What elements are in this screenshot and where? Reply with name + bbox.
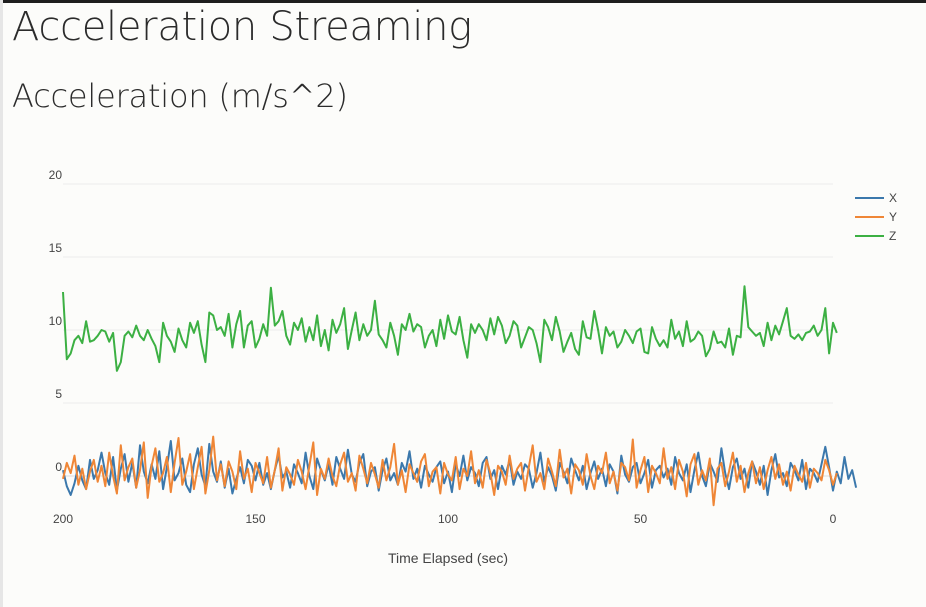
legend-item-x[interactable]: X [855, 191, 897, 205]
x-tick-label: 50 [634, 512, 648, 526]
series-line-z [62, 285, 838, 372]
y-tick-label: 10 [49, 314, 63, 328]
x-tick-label: 200 [53, 512, 73, 526]
y-tick-label: 0 [55, 460, 62, 474]
legend-label: Z [889, 229, 896, 243]
legend-label: Y [889, 210, 897, 224]
x-tick-label: 0 [830, 512, 837, 526]
legend-item-y[interactable]: Y [855, 210, 897, 224]
top-border [0, 0, 926, 3]
legend-label: X [889, 191, 897, 205]
y-tick-label: 15 [49, 241, 63, 255]
page-title: Acceleration Streaming [12, 4, 472, 50]
x-axis-title: Time Elapsed (sec) [388, 550, 508, 566]
series-lines [62, 285, 858, 507]
y-tick-label: 5 [55, 387, 62, 401]
y-tick-label: 20 [49, 168, 63, 182]
legend-item-z[interactable]: Z [855, 229, 896, 243]
x-tick-label: 150 [245, 512, 265, 526]
axis-ticks: 0 5 10 15 20 200 150 100 50 0 [49, 168, 837, 526]
left-border [0, 0, 3, 607]
series-line-y [62, 435, 838, 507]
chart-heading: Acceleration (m/s^2) [12, 77, 348, 115]
x-tick-label: 100 [438, 512, 458, 526]
legend[interactable]: XYZ [855, 191, 897, 243]
series-line-x [62, 440, 858, 496]
grid-lines [63, 183, 833, 477]
